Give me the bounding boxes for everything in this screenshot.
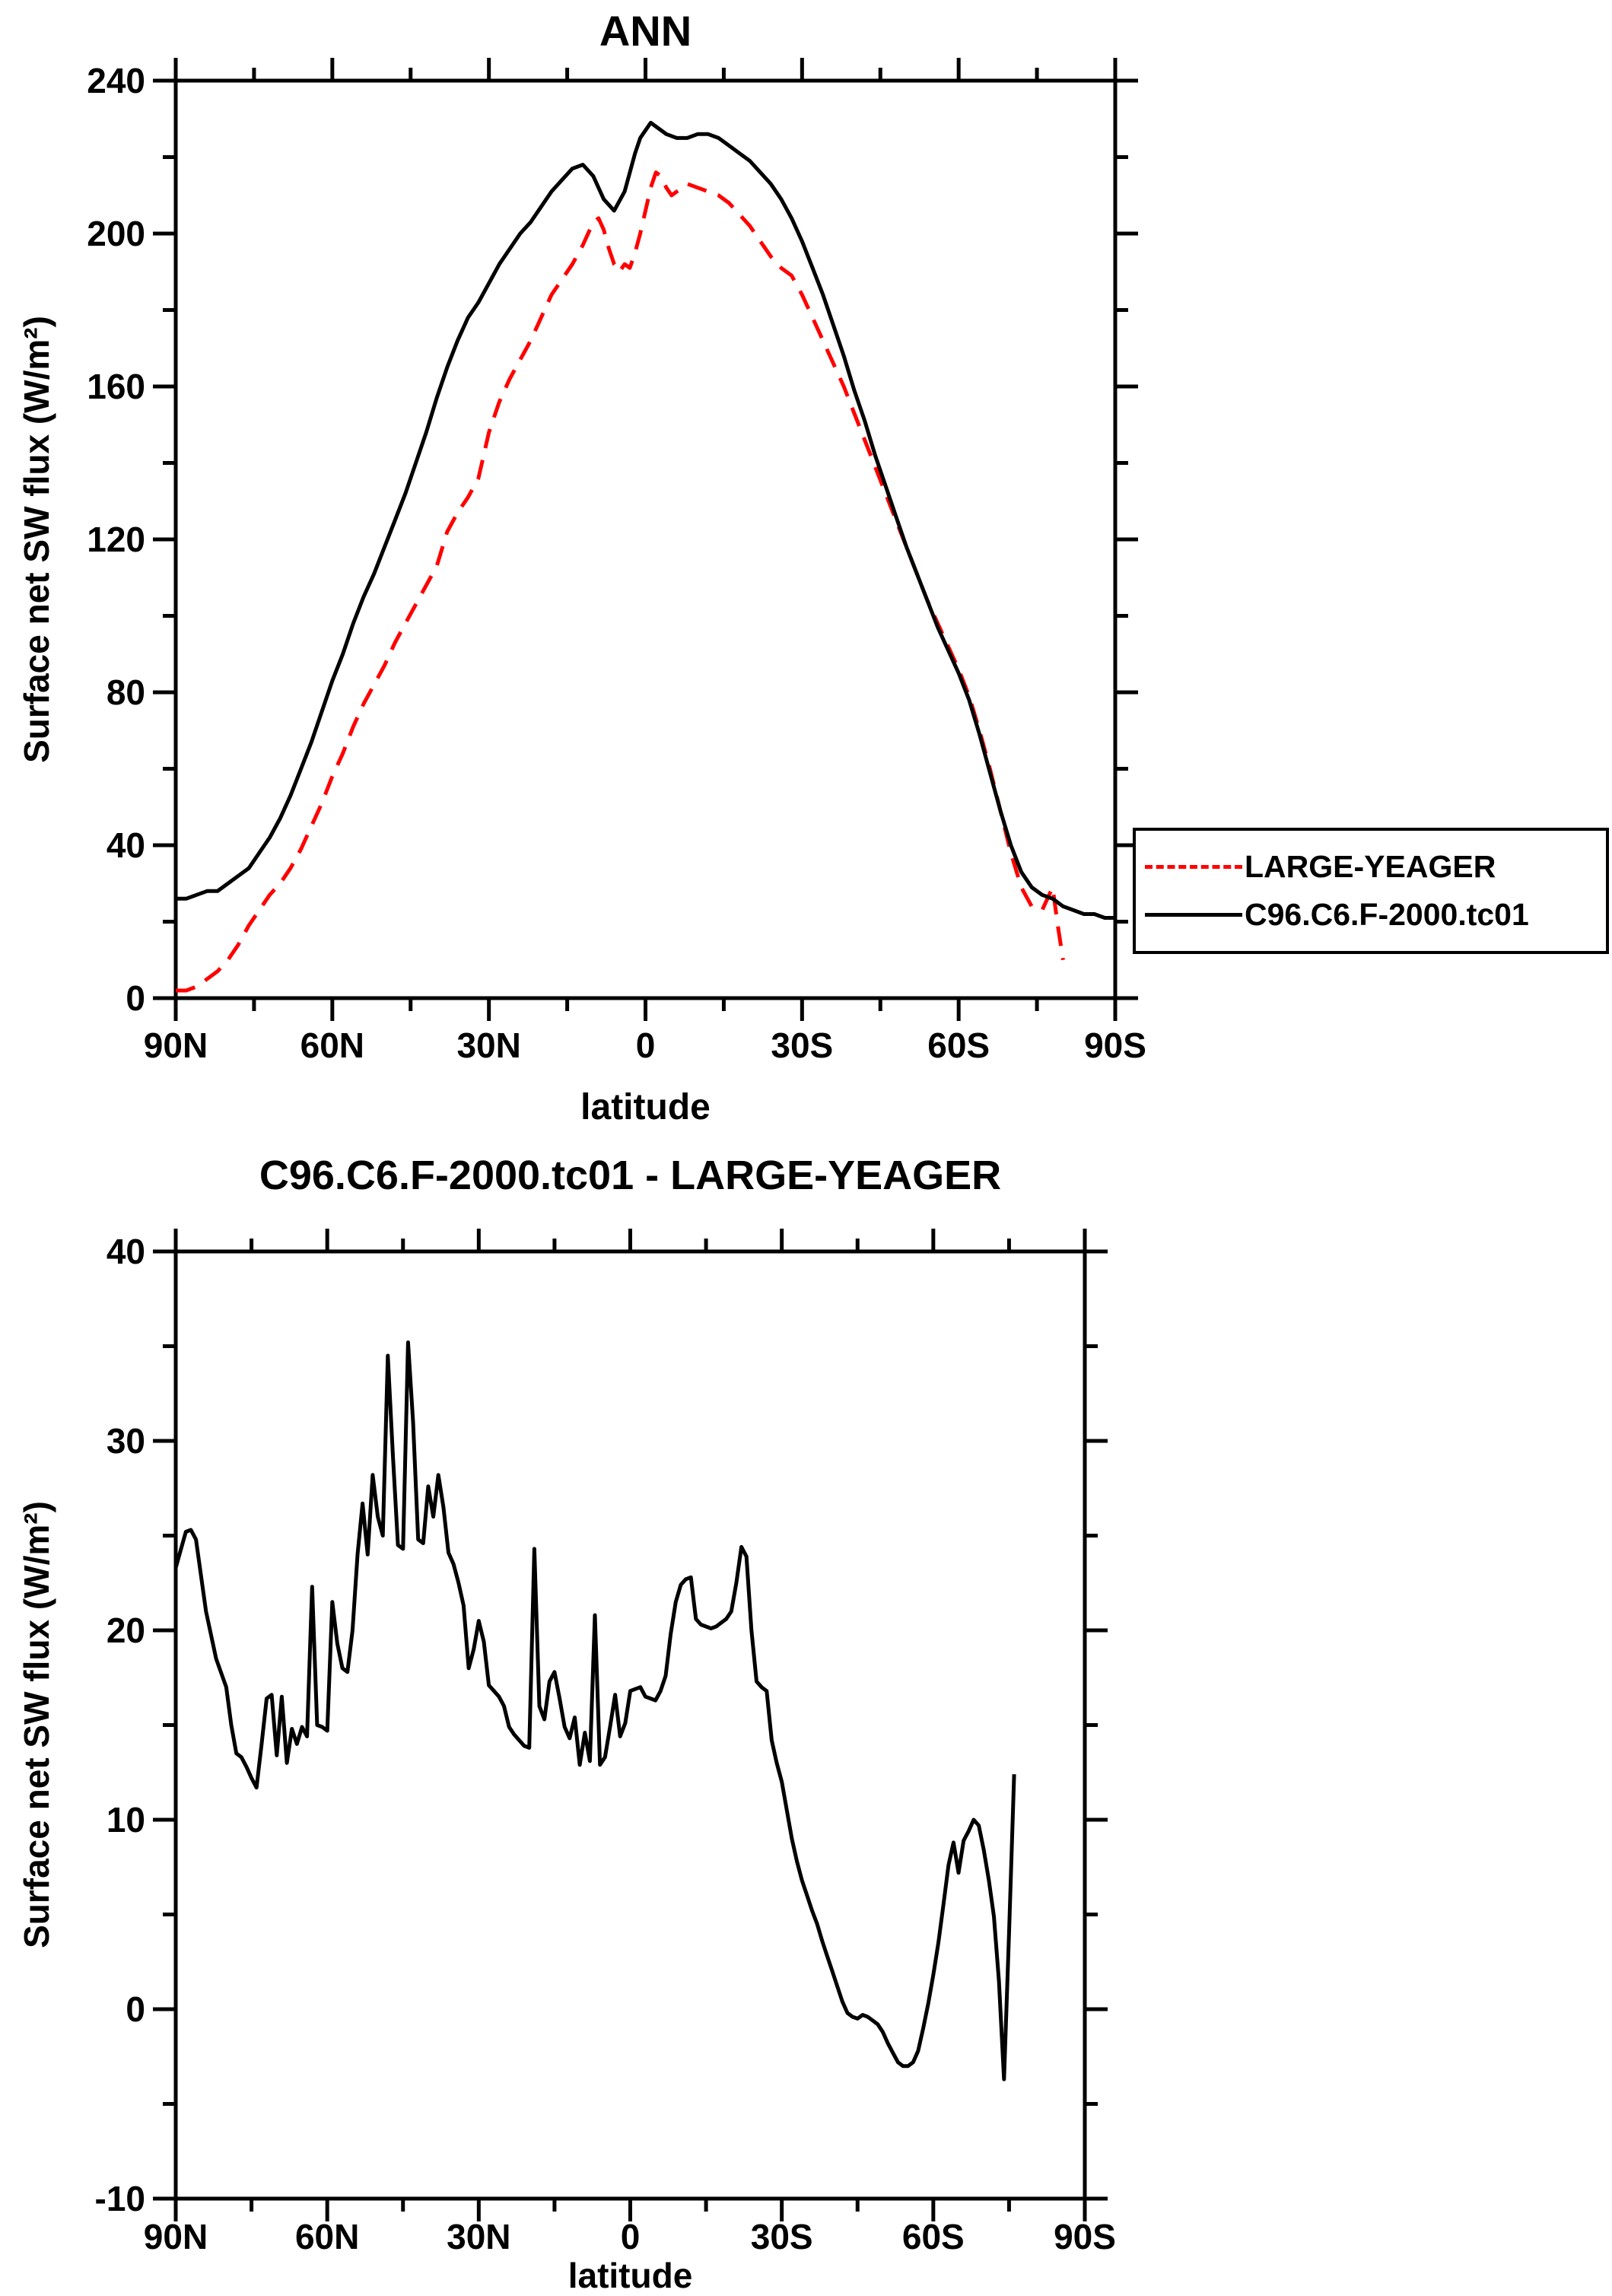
chart2-title: C96.C6.F-2000.tc01 - LARGE-YEAGER — [259, 1153, 1002, 1198]
svg-text:90N: 90N — [144, 1026, 208, 1065]
svg-text:30N: 30N — [456, 1026, 520, 1065]
svg-text:60N: 60N — [300, 1026, 364, 1065]
svg-text:120: 120 — [87, 520, 145, 559]
legend-label-c96: C96.C6.F-2000.tc01 — [1245, 897, 1529, 932]
svg-text:80: 80 — [107, 673, 145, 712]
svg-text:90N: 90N — [144, 2217, 208, 2256]
svg-text:30S: 30S — [771, 1026, 833, 1065]
svg-text:60S: 60S — [927, 1026, 990, 1065]
legend-dashed-line-sample-icon — [1145, 865, 1242, 869]
svg-text:0: 0 — [621, 2217, 641, 2256]
chart2-y-axis-label: Surface net SW flux (W/m²) — [17, 1501, 56, 1948]
svg-text:10: 10 — [107, 1800, 145, 1840]
svg-text:90S: 90S — [1084, 1026, 1146, 1065]
svg-text:0: 0 — [126, 1989, 145, 2029]
svg-text:90S: 90S — [1054, 2217, 1116, 2256]
legend-item-large-yeager: LARGE-YEAGER — [1145, 849, 1597, 885]
svg-text:-10: -10 — [95, 2179, 145, 2218]
legend: LARGE-YEAGER C96.C6.F-2000.tc01 — [1133, 828, 1609, 954]
svg-text:60S: 60S — [902, 2217, 965, 2256]
svg-text:160: 160 — [87, 367, 145, 406]
chart2-x-axis-label: latitude — [568, 2256, 693, 2295]
svg-text:40: 40 — [107, 825, 145, 865]
legend-label-large-yeager: LARGE-YEAGER — [1245, 849, 1496, 884]
chart1-y-axis-label: Surface net SW flux (W/m²) — [17, 316, 56, 763]
svg-text:20: 20 — [107, 1611, 145, 1650]
svg-text:200: 200 — [87, 214, 145, 253]
svg-text:30: 30 — [107, 1421, 145, 1461]
chart1-title: ANN — [599, 7, 692, 55]
legend-item-c96: C96.C6.F-2000.tc01 — [1145, 897, 1597, 933]
legend-solid-line-sample-icon — [1145, 913, 1242, 917]
svg-text:0: 0 — [126, 978, 145, 1018]
chart1-x-axis-label: latitude — [580, 1087, 711, 1127]
svg-text:40: 40 — [107, 1232, 145, 1271]
svg-text:60N: 60N — [295, 2217, 359, 2256]
svg-text:30N: 30N — [447, 2217, 510, 2256]
svg-text:240: 240 — [87, 61, 145, 100]
svg-text:30S: 30S — [751, 2217, 813, 2256]
svg-text:0: 0 — [636, 1026, 656, 1065]
